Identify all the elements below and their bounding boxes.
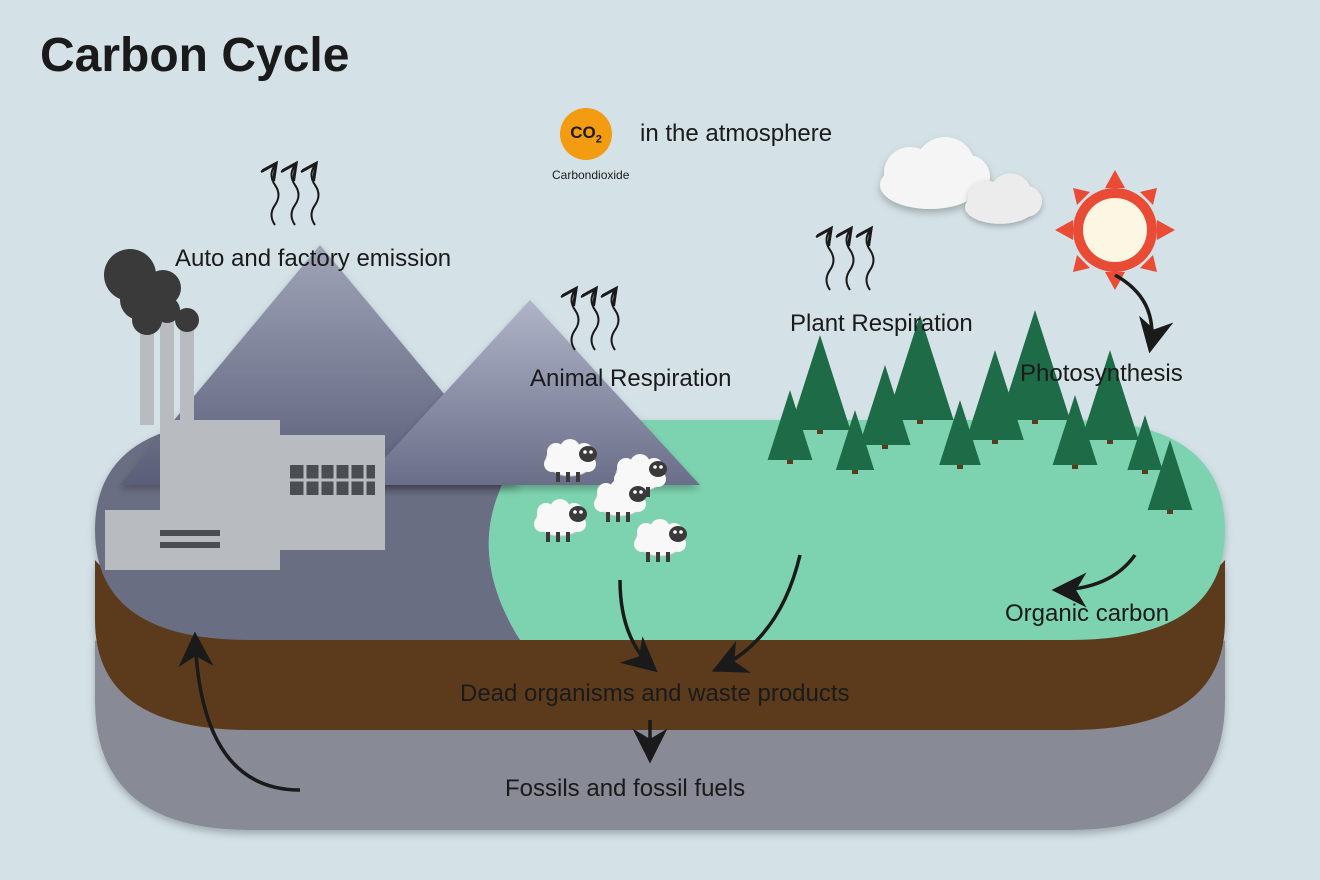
label-dead-organisms: Dead organisms and waste products bbox=[460, 680, 850, 708]
label-auto-factory: Auto and factory emission bbox=[175, 245, 451, 273]
atmosphere-label: in the atmosphere bbox=[640, 120, 832, 148]
trees-group bbox=[768, 310, 1193, 514]
mountain-back bbox=[120, 245, 520, 485]
factory-icon bbox=[104, 249, 385, 570]
diagram-title: Carbon Cycle bbox=[40, 28, 349, 83]
sun-icon bbox=[1055, 170, 1175, 290]
label-photosynthesis: Photosynthesis bbox=[1020, 360, 1183, 388]
sheep-group bbox=[534, 439, 687, 562]
label-organic-carbon: Organic carbon bbox=[1005, 600, 1169, 628]
co2-caption: Carbondioxide bbox=[552, 168, 629, 182]
co2-symbol: CO2 bbox=[570, 123, 602, 145]
label-plant-respiration: Plant Respiration bbox=[790, 310, 973, 338]
co2-badge: CO2 bbox=[560, 108, 612, 160]
label-fossils: Fossils and fossil fuels bbox=[505, 775, 745, 803]
cloud-icon-2 bbox=[965, 173, 1042, 223]
cloud-icon-1 bbox=[880, 137, 990, 209]
flow-arrows bbox=[195, 275, 1152, 790]
label-animal-respiration: Animal Respiration bbox=[530, 365, 731, 393]
